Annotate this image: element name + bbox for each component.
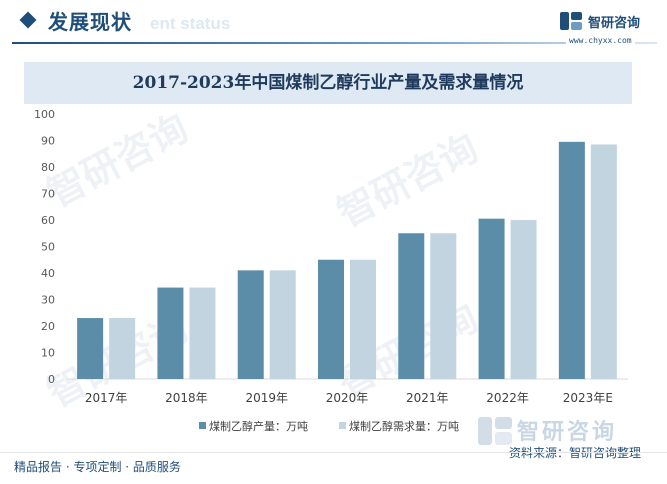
footer-tagline: 精品报告 · 专项定制 · 品质服务 xyxy=(14,460,181,474)
bar-production xyxy=(558,141,585,379)
bar-production xyxy=(77,318,104,379)
section-header: 发展现状 ent status 智研咨询 www.chyxx.com xyxy=(0,0,667,48)
x-tick-label: 2017年 xyxy=(85,391,128,405)
bar-demand xyxy=(430,233,457,379)
x-tick-label: 2018年 xyxy=(165,391,208,405)
legend-label: 煤制乙醇需求量：万吨 xyxy=(349,419,459,433)
section-subtitle: ent status xyxy=(150,14,231,33)
legend-label: 煤制乙醇产量：万吨 xyxy=(209,419,308,433)
x-tick-label: 2022年 xyxy=(486,391,529,405)
y-tick-label: 0 xyxy=(48,373,55,386)
x-axis: 2017年 2018年 2019年 2020年 2021年 2022年 2023年E xyxy=(85,391,613,405)
brand-name: 智研咨询 xyxy=(588,16,641,31)
bar-production xyxy=(398,233,425,379)
x-tick-label: 2023年E xyxy=(563,391,613,405)
y-axis: 0 10 20 30 40 50 60 70 80 90 100 xyxy=(34,108,55,386)
footer-logo-icon xyxy=(478,417,512,445)
y-tick-label: 30 xyxy=(41,294,55,307)
bar-demand xyxy=(350,259,376,379)
x-tick-label: 2019年 xyxy=(245,391,288,405)
footer-divider xyxy=(0,452,667,453)
x-tick-label: 2020年 xyxy=(326,391,369,405)
x-tick-label: 2021年 xyxy=(406,391,449,405)
legend-swatch xyxy=(199,422,206,429)
y-tick-label: 50 xyxy=(41,241,55,254)
legend: 煤制乙醇产量：万吨 煤制乙醇需求量：万吨 xyxy=(199,419,459,433)
legend-swatch xyxy=(339,422,346,429)
brand-logo-icon xyxy=(560,12,582,30)
footer-watermark-brand: 智研咨询 xyxy=(517,420,618,445)
y-tick-label: 60 xyxy=(41,214,55,227)
y-tick-label: 100 xyxy=(34,108,55,121)
y-tick-label: 20 xyxy=(41,320,55,333)
chart-title-band xyxy=(24,62,632,104)
bars xyxy=(77,141,617,379)
bar-demand xyxy=(109,318,136,379)
bar-demand xyxy=(189,287,216,379)
section-title: 发展现状 xyxy=(48,10,132,34)
brand-url: www.chyxx.com xyxy=(566,36,635,45)
bar-demand xyxy=(269,270,296,379)
header-divider xyxy=(12,42,657,44)
y-tick-label: 80 xyxy=(41,161,55,174)
bar-demand xyxy=(510,220,537,379)
bar-production xyxy=(237,270,264,379)
bar-production xyxy=(157,287,184,379)
y-tick-label: 40 xyxy=(41,267,55,280)
chart-title: 2017-2023年中国煤制乙醇行业产量及需求量情况 xyxy=(132,73,524,93)
bar-production xyxy=(478,218,505,379)
y-tick-label: 90 xyxy=(41,135,55,148)
bar-production xyxy=(318,259,344,379)
y-tick-label: 10 xyxy=(41,347,55,360)
y-tick-label: 70 xyxy=(41,188,55,201)
bar-demand xyxy=(590,144,617,379)
